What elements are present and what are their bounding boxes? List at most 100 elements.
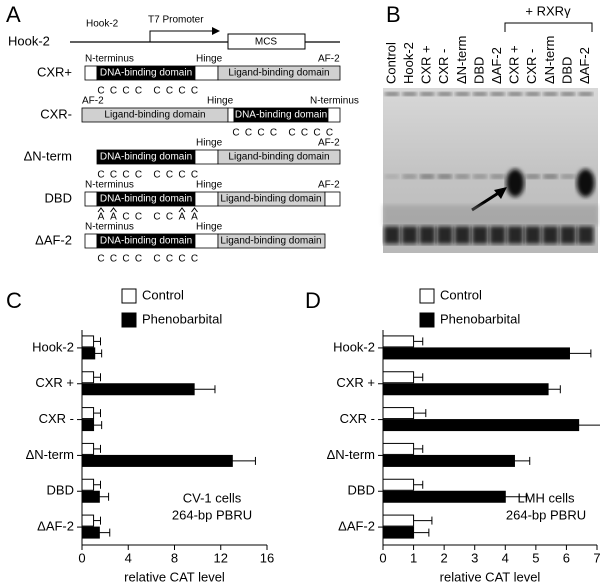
residue: C <box>110 86 117 97</box>
free-probe <box>472 226 488 244</box>
free-probe <box>577 226 594 244</box>
construct-label: AF-2 <box>82 96 104 107</box>
bar <box>81 490 100 503</box>
residue: C <box>326 128 333 139</box>
residue: C <box>135 170 142 181</box>
y-tick-label: CXR + <box>336 375 375 390</box>
promoter-label: T7 Promoter <box>148 15 204 26</box>
mutation-caret <box>110 207 117 213</box>
domain <box>84 65 98 81</box>
dbd-label: DNA-binding domain <box>100 152 192 163</box>
residue: C <box>122 254 129 265</box>
gel <box>383 88 598 253</box>
lane-label: CXR - <box>524 49 539 84</box>
legend-label: Control <box>142 287 184 302</box>
legend-label: Phenobarbital <box>142 311 222 326</box>
free-probe <box>524 226 541 244</box>
construct-label: N-terminus <box>85 222 134 233</box>
free-probe <box>436 226 453 244</box>
panel-label: C <box>6 288 22 313</box>
free-probe <box>560 226 576 244</box>
bar <box>382 383 549 396</box>
bar <box>382 514 415 527</box>
construct-label: N-terminus <box>310 96 359 107</box>
lane-label: Control <box>383 42 398 84</box>
legend-swatch <box>419 288 435 304</box>
lane-label: Hook-2 <box>401 42 416 84</box>
x-tick-label: 6 <box>563 550 570 565</box>
construct-label: Hinge <box>196 138 223 149</box>
residue: C <box>301 128 308 139</box>
construct-label: AF-2 <box>318 54 340 65</box>
residue: C <box>166 212 173 223</box>
gel-band <box>437 92 452 96</box>
mcs-label: MCS <box>255 37 278 48</box>
lane-label: ΔN-term <box>542 36 557 84</box>
panel-label: B <box>386 2 401 27</box>
domain <box>217 65 341 81</box>
lane-label: ΔAF-2 <box>577 47 592 84</box>
residue: C <box>166 254 173 265</box>
residue: C <box>135 254 142 265</box>
dbd-label: DNA-binding domain <box>100 68 192 79</box>
gel-band <box>525 92 540 96</box>
panel-b: B + RXRγ Control Hook-2 CXR + CXR - ΔN-term D… <box>383 2 598 253</box>
gel-band <box>561 92 575 96</box>
residue: C <box>97 170 104 181</box>
free-probe <box>401 226 418 244</box>
gel-band <box>385 92 399 96</box>
x-tick-label: 7 <box>593 550 600 565</box>
construct-label: Hinge <box>207 96 234 107</box>
construct-name: ΔAF-2 <box>35 232 72 247</box>
gel-band <box>506 169 525 197</box>
gel-band <box>508 92 523 96</box>
mutation-caret <box>191 207 198 213</box>
annotation: CV-1 cells <box>183 490 242 505</box>
residue: C <box>153 170 160 181</box>
bar <box>382 371 415 384</box>
lane-label: CXR + <box>419 45 434 84</box>
bar <box>81 454 233 467</box>
bar <box>382 454 515 467</box>
y-tick-label: ΔN-term <box>327 447 375 462</box>
bar <box>81 407 95 420</box>
residue: C <box>110 254 117 265</box>
x-tick-label: 0 <box>379 550 386 565</box>
dbd-label: DNA-binding domain <box>235 110 327 121</box>
mutation-caret <box>97 207 105 213</box>
lbd-label: Ligand-binding domain <box>220 194 321 205</box>
lbd-label: Ligand-binding domain <box>220 236 321 247</box>
gel-band <box>420 92 435 96</box>
construct-label: N-terminus <box>85 180 134 191</box>
residue: C <box>153 254 160 265</box>
construct-name: CXR+ <box>37 64 72 79</box>
free-probe <box>384 226 400 244</box>
legend-swatch <box>419 312 435 328</box>
residue: C <box>191 170 198 181</box>
construct-label: Hinge <box>196 222 223 233</box>
domain <box>84 191 98 207</box>
bar <box>382 478 415 491</box>
domain <box>324 191 341 207</box>
residue: C <box>166 86 173 97</box>
gel-band <box>490 92 505 96</box>
residue: A <box>179 212 186 223</box>
residue: C <box>135 212 142 223</box>
promoter-arrow <box>149 30 212 42</box>
residue: C <box>97 86 104 97</box>
free-probe <box>489 226 506 244</box>
y-tick-label: CXR - <box>340 411 375 426</box>
bar <box>81 371 95 384</box>
gel-band <box>420 174 435 179</box>
residue: C <box>245 128 252 139</box>
bar <box>382 442 415 455</box>
x-axis-label: relative CAT level <box>440 569 541 584</box>
gel-smear <box>383 205 598 225</box>
group-label: + RXRγ <box>525 3 571 18</box>
gel-band <box>455 174 470 179</box>
free-probe <box>542 226 559 244</box>
domain <box>217 233 326 249</box>
bar <box>382 490 506 503</box>
residue: A <box>98 212 105 223</box>
x-tick-label: 0 <box>78 550 85 565</box>
